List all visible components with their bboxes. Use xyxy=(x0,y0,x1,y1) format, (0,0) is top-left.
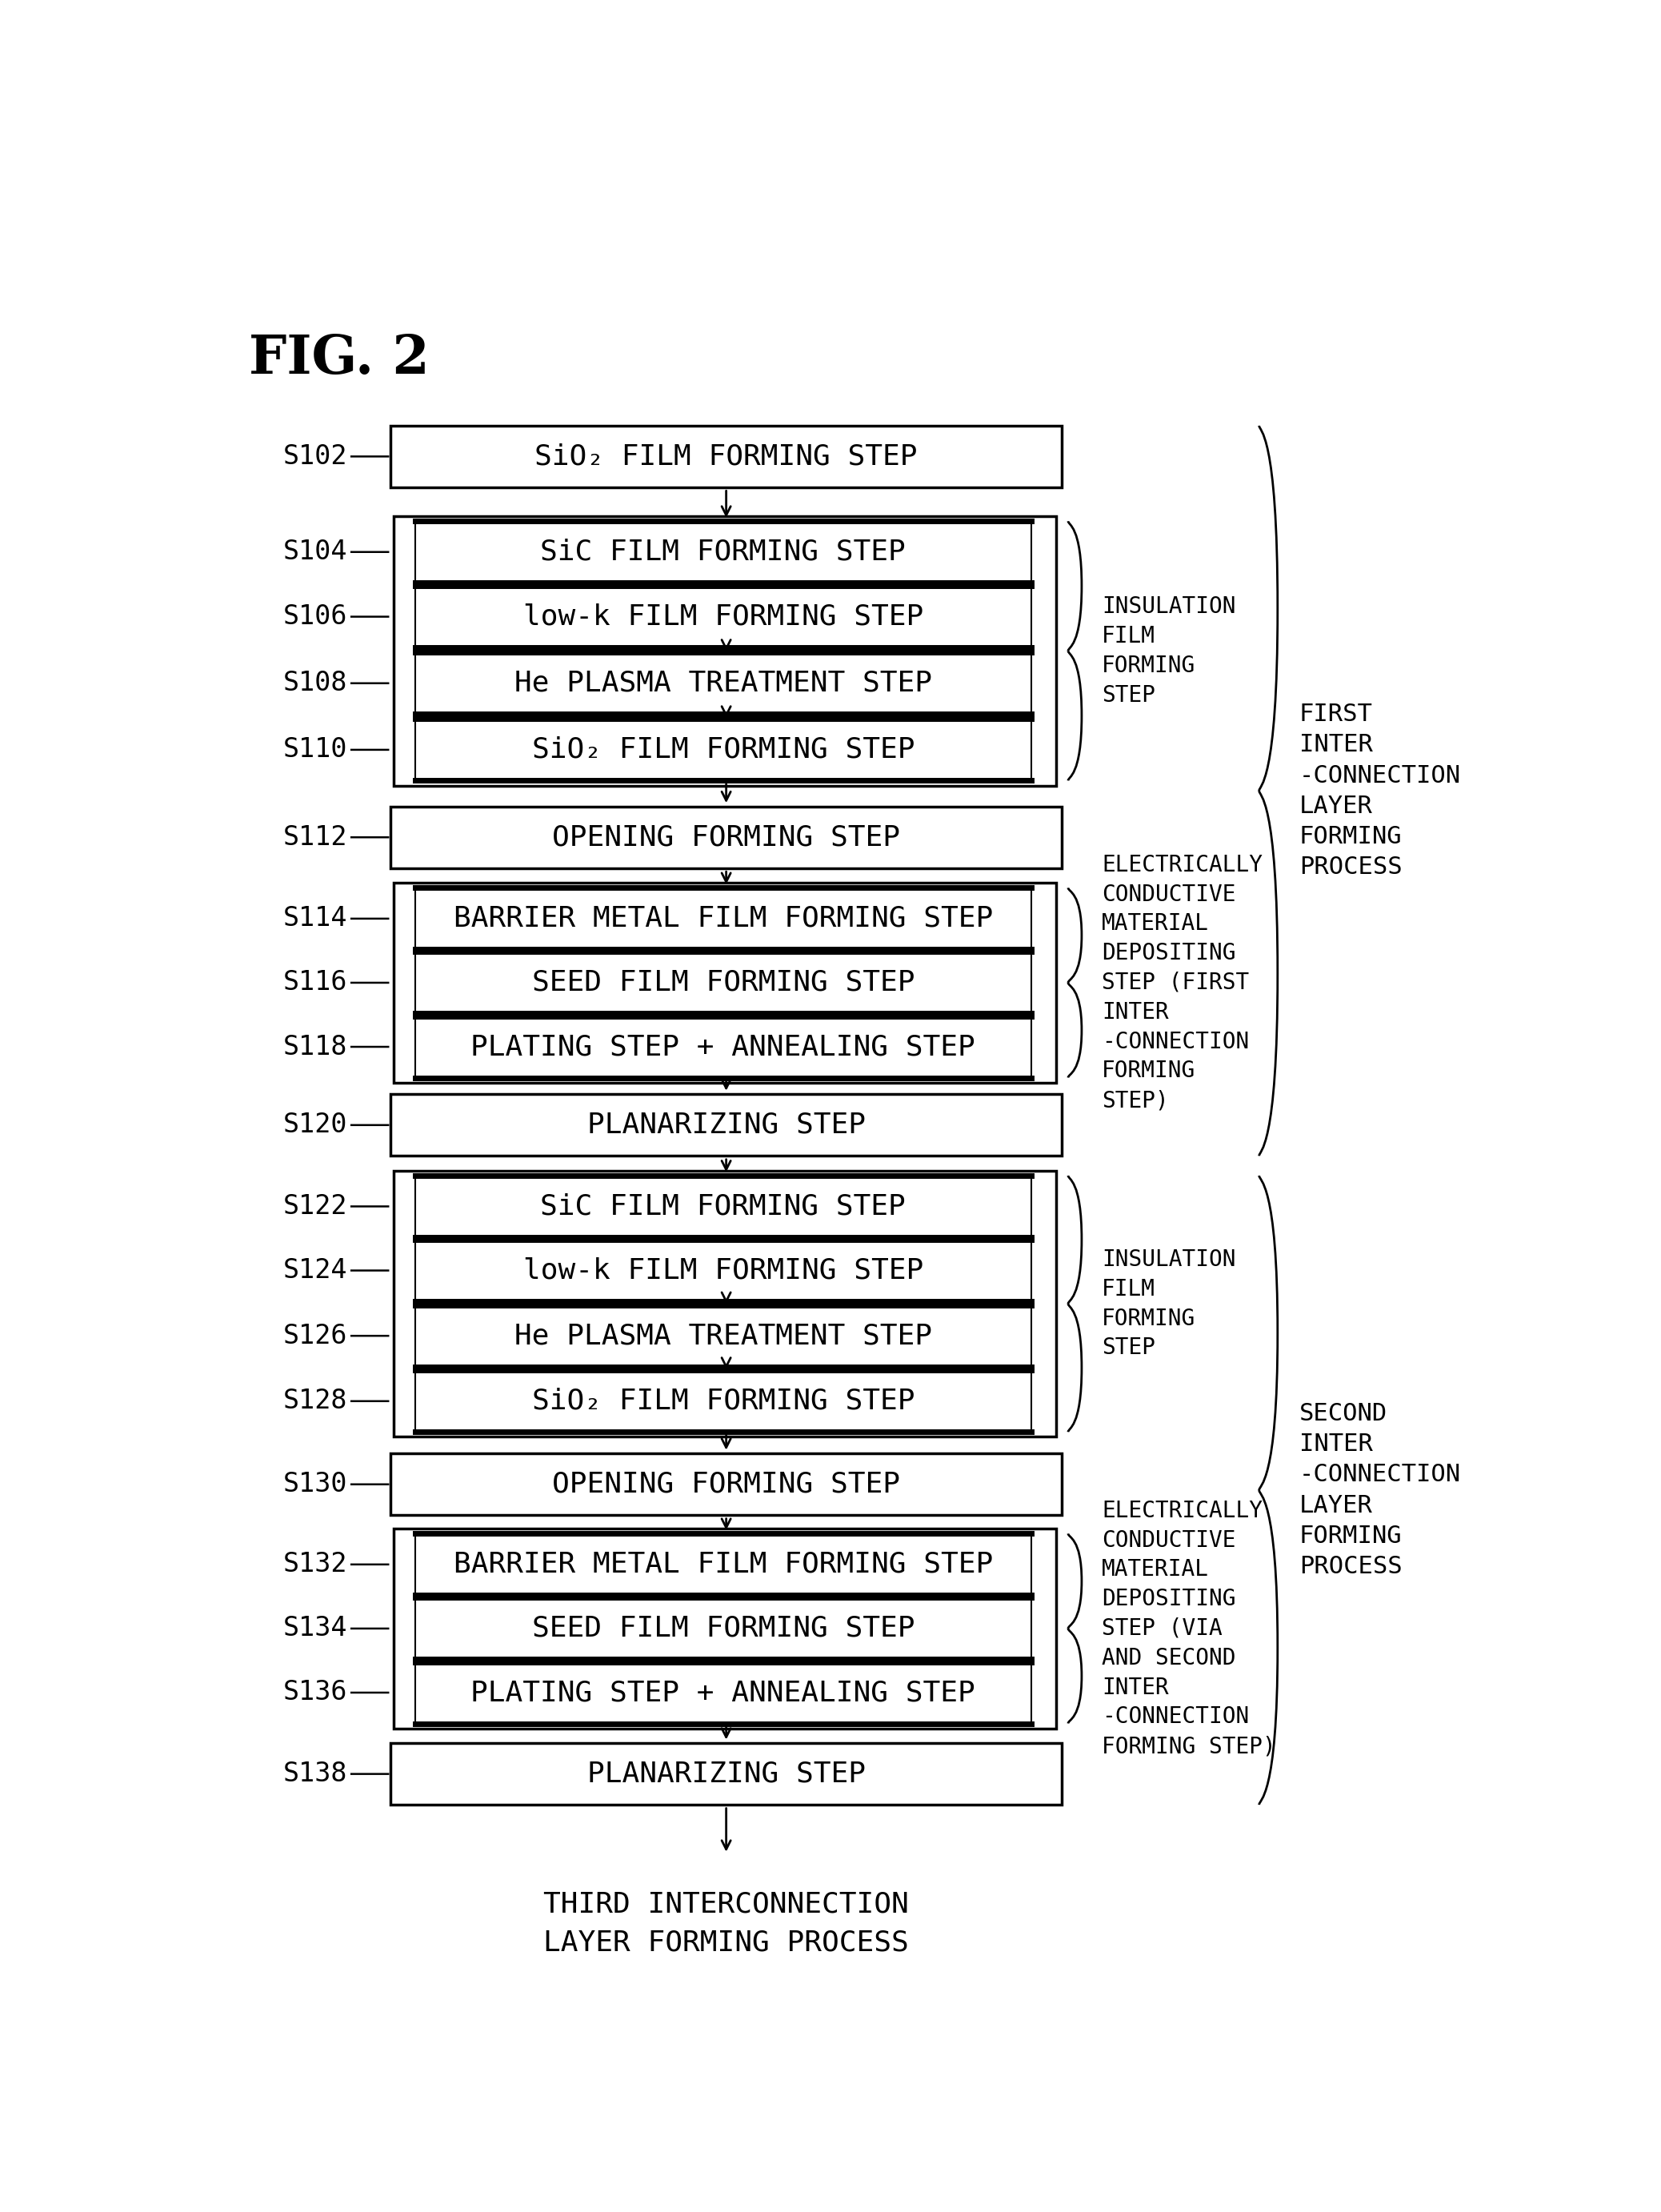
Bar xyxy=(394,515,1056,785)
Text: S104: S104 xyxy=(282,540,347,566)
Text: SECOND
INTER
-CONNECTION
LAYER
FORMING
PROCESS: SECOND INTER -CONNECTION LAYER FORMING P… xyxy=(1299,1402,1462,1577)
Text: PLATING STEP + ANNEALING STEP: PLATING STEP + ANNEALING STEP xyxy=(470,1679,975,1705)
Bar xyxy=(390,1743,1061,1805)
Text: FIRST
INTER
-CONNECTION
LAYER
FORMING
PROCESS: FIRST INTER -CONNECTION LAYER FORMING PR… xyxy=(1299,703,1462,878)
Text: ELECTRICALLY
CONDUCTIVE
MATERIAL
DEPOSITING
STEP (FIRST
INTER
-CONNECTION
FORMIN: ELECTRICALLY CONDUCTIVE MATERIAL DEPOSIT… xyxy=(1101,854,1262,1113)
Text: S122: S122 xyxy=(282,1192,347,1219)
Text: SiO₂ FILM FORMING STEP: SiO₂ FILM FORMING STEP xyxy=(532,1387,915,1416)
Text: SiO₂ FILM FORMING STEP: SiO₂ FILM FORMING STEP xyxy=(535,442,917,471)
Text: SEED FILM FORMING STEP: SEED FILM FORMING STEP xyxy=(532,1615,915,1641)
Text: S130: S130 xyxy=(282,1471,347,1498)
Text: S134: S134 xyxy=(282,1615,347,1641)
Text: S128: S128 xyxy=(282,1387,347,1413)
Text: SiC FILM FORMING STEP: SiC FILM FORMING STEP xyxy=(540,1192,905,1221)
Text: He PLASMA TREATMENT STEP: He PLASMA TREATMENT STEP xyxy=(515,1323,932,1349)
Text: S116: S116 xyxy=(282,969,347,995)
Bar xyxy=(415,1239,1031,1301)
Text: BARRIER METAL FILM FORMING STEP: BARRIER METAL FILM FORMING STEP xyxy=(453,905,993,931)
Text: low-k FILM FORMING STEP: low-k FILM FORMING STEP xyxy=(523,1256,924,1285)
Text: SiC FILM FORMING STEP: SiC FILM FORMING STEP xyxy=(540,538,905,566)
Text: S138: S138 xyxy=(282,1761,347,1787)
Bar xyxy=(415,1661,1031,1723)
Bar xyxy=(415,1305,1031,1367)
Text: S136: S136 xyxy=(282,1679,347,1705)
Bar xyxy=(415,887,1031,949)
Bar xyxy=(394,883,1056,1082)
Text: SEED FILM FORMING STEP: SEED FILM FORMING STEP xyxy=(532,969,915,995)
Text: PLANARIZING STEP: PLANARIZING STEP xyxy=(586,1761,865,1787)
Bar xyxy=(390,425,1061,487)
Text: S126: S126 xyxy=(282,1323,347,1349)
Bar xyxy=(415,719,1031,781)
Bar xyxy=(394,1528,1056,1728)
Text: PLANARIZING STEP: PLANARIZING STEP xyxy=(586,1110,865,1139)
Text: INSULATION
FILM
FORMING
STEP: INSULATION FILM FORMING STEP xyxy=(1101,595,1236,706)
Bar xyxy=(390,1095,1061,1157)
Text: SiO₂ FILM FORMING STEP: SiO₂ FILM FORMING STEP xyxy=(532,737,915,763)
Bar xyxy=(415,951,1031,1013)
Bar xyxy=(415,586,1031,648)
Text: ELECTRICALLY
CONDUCTIVE
MATERIAL
DEPOSITING
STEP (VIA
AND SECOND
INTER
-CONNECTI: ELECTRICALLY CONDUCTIVE MATERIAL DEPOSIT… xyxy=(1101,1500,1276,1759)
Text: PLATING STEP + ANNEALING STEP: PLATING STEP + ANNEALING STEP xyxy=(470,1033,975,1060)
Text: FIG. 2: FIG. 2 xyxy=(249,334,429,385)
Text: He PLASMA TREATMENT STEP: He PLASMA TREATMENT STEP xyxy=(515,670,932,697)
Text: OPENING FORMING STEP: OPENING FORMING STEP xyxy=(551,1471,900,1498)
Bar xyxy=(415,1597,1031,1659)
Text: S114: S114 xyxy=(282,905,347,931)
Bar xyxy=(415,1175,1031,1237)
Text: low-k FILM FORMING STEP: low-k FILM FORMING STEP xyxy=(523,604,924,630)
Text: S102: S102 xyxy=(282,442,347,469)
Text: INSULATION
FILM
FORMING
STEP: INSULATION FILM FORMING STEP xyxy=(1101,1248,1236,1358)
Bar xyxy=(415,1015,1031,1077)
Text: S118: S118 xyxy=(282,1033,347,1060)
Bar xyxy=(390,807,1061,867)
Text: S108: S108 xyxy=(282,670,347,697)
Bar xyxy=(415,522,1031,582)
Text: BARRIER METAL FILM FORMING STEP: BARRIER METAL FILM FORMING STEP xyxy=(453,1551,993,1577)
Text: S124: S124 xyxy=(282,1256,347,1283)
Text: S112: S112 xyxy=(282,825,347,849)
Text: THIRD INTERCONNECTION
LAYER FORMING PROCESS: THIRD INTERCONNECTION LAYER FORMING PROC… xyxy=(543,1891,909,1955)
Bar xyxy=(415,1369,1031,1431)
Text: S120: S120 xyxy=(282,1113,347,1139)
Text: S110: S110 xyxy=(282,737,347,763)
Bar xyxy=(394,1170,1056,1438)
Text: S106: S106 xyxy=(282,604,347,630)
Text: S132: S132 xyxy=(282,1551,347,1577)
Bar xyxy=(390,1453,1061,1515)
Bar xyxy=(415,653,1031,714)
Bar xyxy=(415,1533,1031,1595)
Text: OPENING FORMING STEP: OPENING FORMING STEP xyxy=(551,823,900,852)
